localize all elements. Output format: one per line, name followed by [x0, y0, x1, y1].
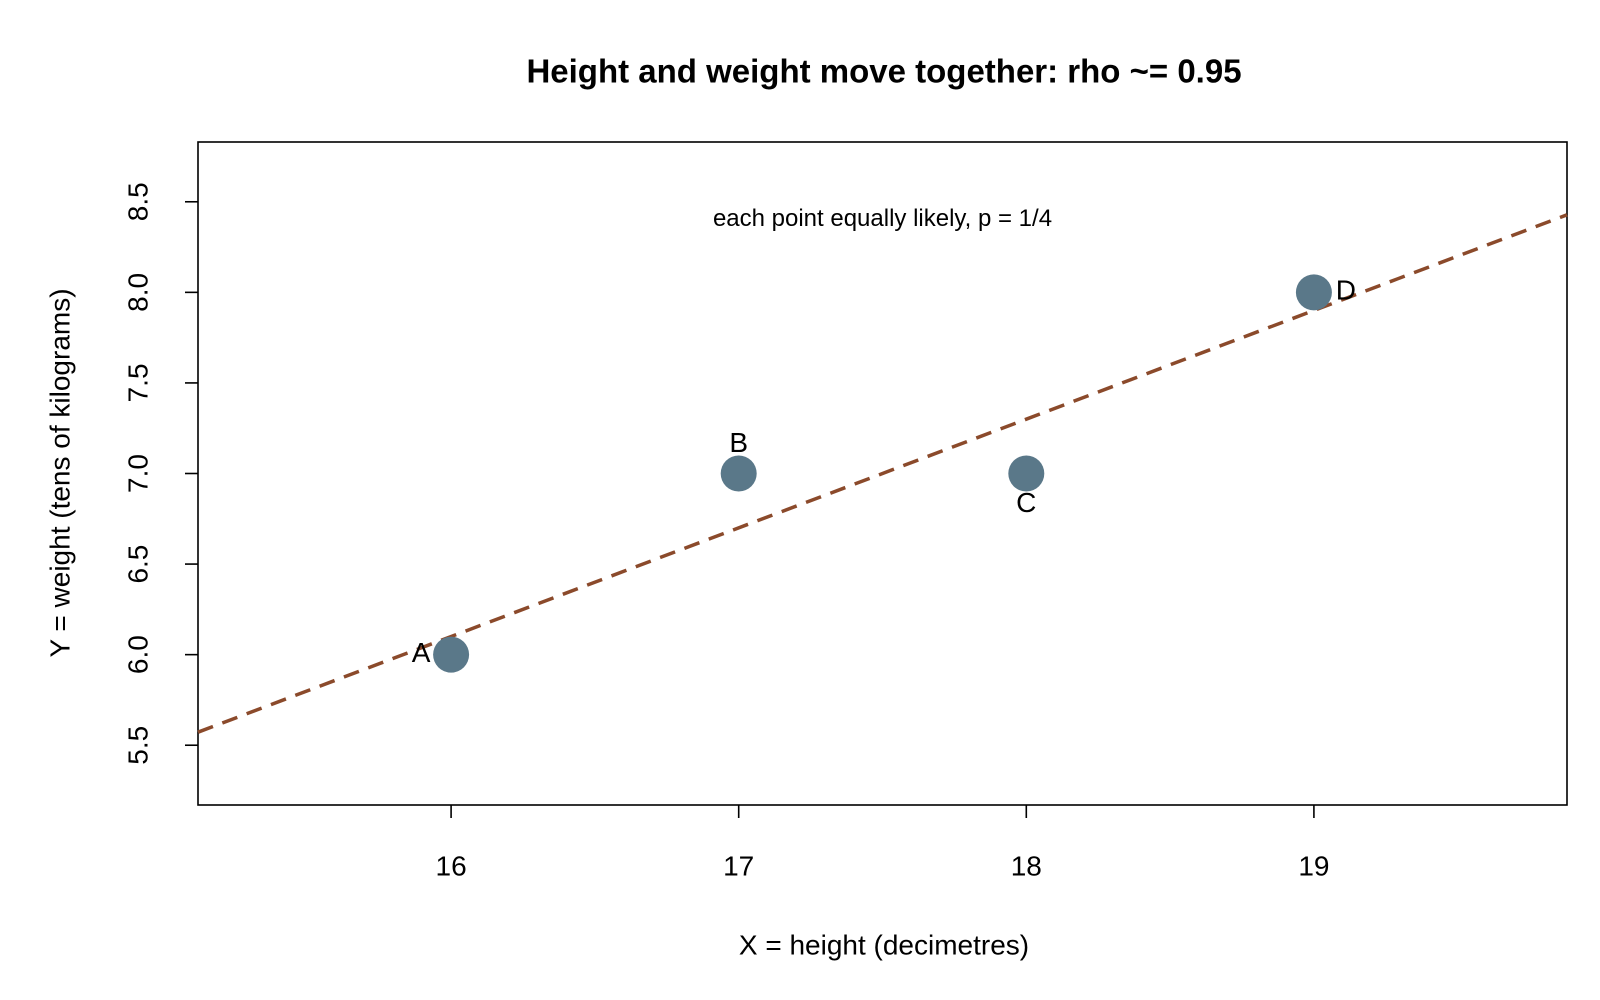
point-label: B — [729, 427, 748, 458]
point — [433, 636, 470, 673]
fit-line — [197, 213, 1568, 734]
point-label: C — [1016, 487, 1036, 518]
y-tick-label: 6.0 — [122, 635, 153, 674]
y-tick-label: 6.5 — [122, 545, 153, 584]
y-axis-label: Y = weight (tens of kilograms) — [44, 288, 75, 657]
chart-title: Height and weight move together: rho ~= … — [526, 53, 1241, 90]
point — [1295, 274, 1332, 311]
x-tick-label: 16 — [436, 850, 467, 881]
x-tick-label: 17 — [723, 850, 754, 881]
y-tick-label: 7.5 — [122, 363, 153, 402]
point — [720, 455, 757, 492]
annotation: each point equally likely, p = 1/4 — [713, 205, 1052, 232]
y-tick-label: 8.0 — [122, 273, 153, 312]
x-tick-label: 19 — [1298, 850, 1329, 881]
x-axis-label: X = height (decimetres) — [739, 929, 1029, 960]
y-tick-label: 8.5 — [122, 182, 153, 221]
y-tick-label: 7.0 — [122, 454, 153, 493]
x-tick-label: 18 — [1011, 850, 1042, 881]
point-label: A — [412, 637, 431, 668]
point — [1008, 455, 1045, 492]
point-label: D — [1336, 275, 1356, 306]
y-tick-label: 5.5 — [122, 726, 153, 765]
